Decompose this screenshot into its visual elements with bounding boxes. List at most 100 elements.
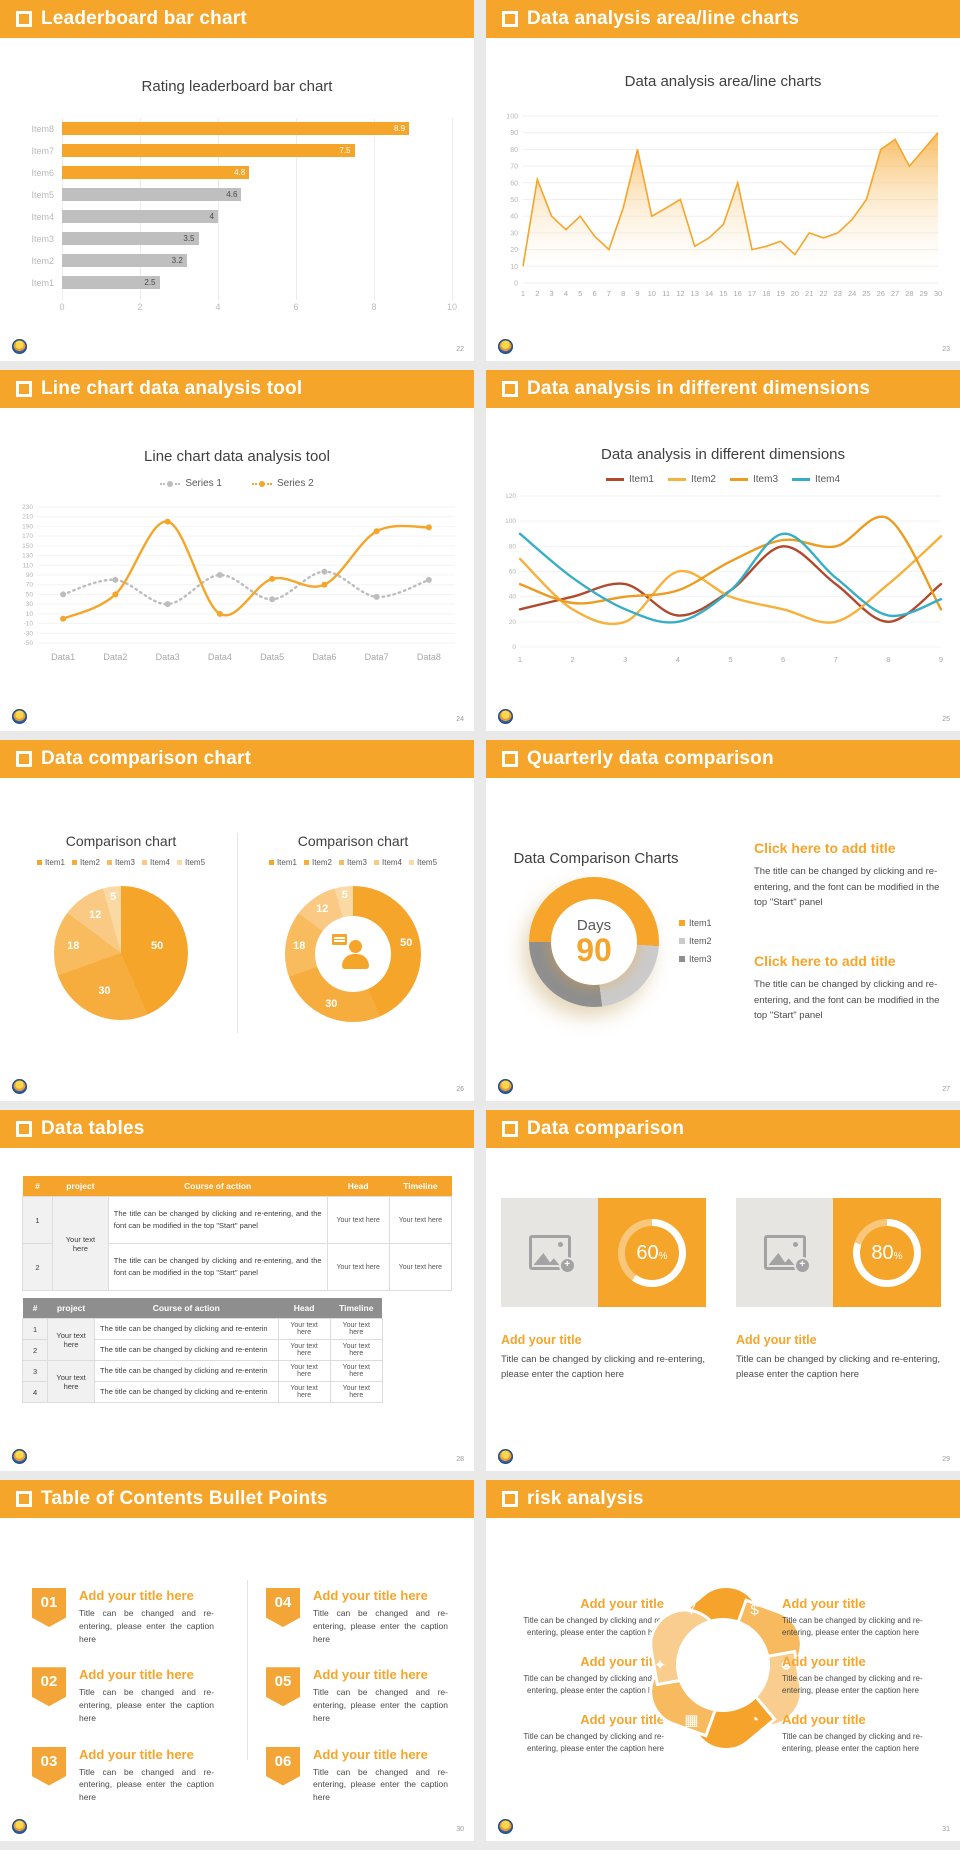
legend-item: Item5: [409, 858, 437, 867]
bar-chart-x-axis: 0 2 4 6 8 10: [59, 302, 457, 314]
toc-text: Add your title here Title can be changed …: [313, 1747, 448, 1804]
slide-header: Data tables: [0, 1110, 474, 1148]
x-axis-tick-label: 29: [920, 289, 928, 298]
page-number: 30: [456, 1826, 464, 1833]
y-axis-tick-label: -30: [24, 630, 34, 637]
table-cell-timeline: Your text here: [388, 1196, 453, 1244]
slide-risk-analysis[interactable]: risk analysis Add your title Title can be…: [486, 1480, 960, 1841]
toc-item: 06 Add your title here Title can be change…: [266, 1746, 448, 1804]
gauge-percent-sign: %: [658, 1250, 668, 1262]
table-cell-timeline: Your text here: [329, 1360, 383, 1382]
table-header-cell: Head: [278, 1298, 331, 1319]
toc-text: Add your title here Title can be changed …: [313, 1667, 448, 1724]
chart-legend: Item1 Item2 Item3 Item4 Item5: [10, 858, 232, 867]
legend-label: Item4: [815, 474, 841, 485]
block-title: Click here to add title: [754, 953, 896, 969]
y-axis-tick-label: 100: [505, 518, 516, 525]
chart-legend: Item1 Item2 Item3: [679, 918, 712, 964]
gridline: [374, 118, 375, 300]
bar: 2.5: [62, 276, 160, 289]
legend-marker: [160, 480, 181, 487]
legend-marker: [177, 860, 183, 865]
bar-value-label: 7.5: [339, 146, 351, 155]
bar: 4.8: [62, 166, 250, 179]
x-axis-tick-label: 1: [518, 655, 522, 664]
toc-text: Add your title here Title can be changed …: [79, 1667, 214, 1724]
legend-label: Series 1: [185, 478, 222, 489]
data-point-marker: [425, 524, 432, 531]
x-axis-tick-label: 12: [676, 289, 684, 298]
y-axis-tick-label: 10: [26, 611, 34, 618]
x-axis-tick-label: 13: [691, 289, 699, 298]
legend-label: Item1: [44, 858, 65, 867]
table-cell-course: The title can be changed by clicking and…: [107, 1243, 328, 1291]
legend-marker: [338, 860, 344, 865]
bar-row: Item1 2.5: [14, 276, 452, 289]
x-axis-tick-label: Data1: [51, 652, 75, 662]
page-number: 29: [942, 1456, 950, 1463]
person-icon: [332, 934, 374, 974]
risk-block: Add your title Title can be changed by cl…: [782, 1596, 950, 1639]
x-axis-tick-label: 9: [635, 289, 639, 298]
line-series: [518, 532, 943, 624]
x-axis-tick-label: 24: [848, 289, 856, 298]
image-placeholder-panel: +: [736, 1198, 833, 1307]
slide-toc-bullet-points[interactable]: Table of Contents Bullet Points 01 Add yo…: [0, 1480, 474, 1841]
legend-marker: [374, 860, 379, 865]
x-axis-tick-label: 30: [934, 289, 942, 298]
y-axis-tick-label: 40: [509, 594, 517, 601]
x-axis-tick-label: 14: [705, 289, 713, 298]
x-axis-tick-label: 22: [819, 289, 827, 298]
y-axis-tick-label: 150: [22, 543, 33, 550]
y-axis-tick-label: 90: [26, 572, 34, 579]
slide-data-comparison-gauges[interactable]: Data comparison 29 +60% Add your title Tit…: [486, 1110, 960, 1471]
gridline: [218, 118, 219, 300]
legend-item: Item3: [730, 474, 778, 485]
table-cell-course: The title can be changed by clicking and…: [93, 1360, 279, 1382]
slide-data-comparison-chart[interactable]: Data comparison chart Comparison chart I…: [0, 740, 474, 1101]
table-cell-head: Your text here: [326, 1196, 390, 1244]
legend-item: Item2: [679, 936, 712, 946]
x-axis-tick-label: 6: [293, 302, 299, 312]
slide-header: Table of Contents Bullet Points: [0, 1480, 474, 1518]
bar-track: 7.5: [62, 144, 452, 157]
slide-area-line-charts[interactable]: Data analysis area/line charts Data anal…: [486, 0, 960, 361]
toc-item-caption: Title can be changed and re-entering, pl…: [313, 1687, 448, 1723]
x-axis-tick-label: Data2: [103, 652, 127, 662]
image-placeholder-panel: +: [501, 1198, 598, 1307]
slide-leaderboard-bar-chart[interactable]: Leaderboard bar chart Rating leaderboard…: [0, 0, 474, 361]
risk-block-title: Add your title: [782, 1654, 866, 1669]
x-axis-tick-label: 21: [805, 289, 813, 298]
chart-legend: Series 1 Series 2: [0, 478, 474, 489]
pie-slice-label: 30: [98, 985, 111, 998]
chart-title: Comparison chart: [65, 833, 177, 849]
bar-track: 8.9: [62, 122, 452, 135]
slide-header: Data comparison: [486, 1110, 960, 1148]
bar-track: 2.5: [62, 276, 452, 289]
toc-item: 02 Add your title here Title can be change…: [32, 1667, 214, 1724]
risk-block-caption: Title can be changed by clicking and re-…: [523, 1616, 664, 1637]
slide-body: Line chart data analysis tool Series 1 Se…: [0, 408, 474, 731]
table-cell-head: Your text here: [277, 1318, 331, 1340]
risk-block-title: Add your title: [580, 1654, 664, 1669]
data-point-marker: [112, 576, 119, 583]
slide-quarterly-comparison[interactable]: Quarterly data comparison Data Compariso…: [486, 740, 960, 1101]
bar: 8.9: [62, 122, 410, 135]
slide-line-chart-tool[interactable]: Line chart data analysis tool Line chart…: [0, 370, 474, 731]
risk-block: Add your title Title can be changed by cl…: [496, 1596, 664, 1639]
gauge-ring: 80%: [853, 1218, 921, 1287]
slide-header: Line chart data analysis tool: [0, 370, 474, 408]
risk-block-caption: Title can be changed by clicking and re-…: [782, 1616, 923, 1637]
bar-track: 3.5: [62, 232, 452, 245]
toc-number-badge: 03: [32, 1746, 66, 1786]
legend-marker: [36, 860, 42, 865]
page-number: 23: [942, 346, 950, 353]
toc-item-title: Add your title here: [313, 1746, 428, 1762]
bar-row: Item2 3.2: [14, 254, 452, 267]
pie-slice-label: 50: [400, 936, 413, 949]
legend-item: Item3: [106, 858, 135, 867]
slide-data-tables[interactable]: Data tables # project Course of action Head…: [0, 1110, 474, 1471]
slide-dimensions-line-chart[interactable]: Data analysis in different dimensions Da…: [486, 370, 960, 731]
bar-category-label: Item1: [31, 277, 54, 288]
risk-block-caption: Title can be changed by clicking and re-…: [523, 1674, 664, 1695]
